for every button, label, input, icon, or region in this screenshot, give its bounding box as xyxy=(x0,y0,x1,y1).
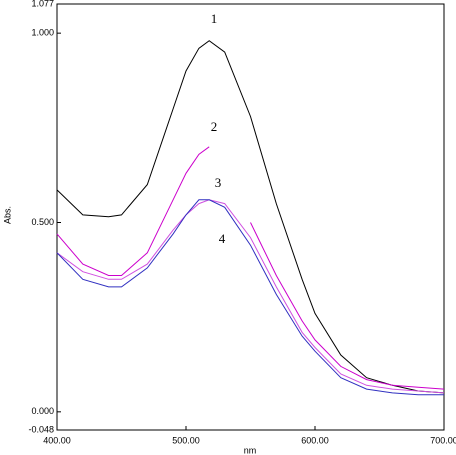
y-tick-label: -0.048 xyxy=(28,424,54,434)
y-tick-label: 0.000 xyxy=(31,406,54,416)
y-tick-label: 1.000 xyxy=(31,28,54,38)
series-line xyxy=(56,40,445,394)
x-tick-label: 600.00 xyxy=(301,435,329,445)
series-label: 2 xyxy=(211,119,218,134)
series-line xyxy=(56,199,445,394)
x-axis-label: nm xyxy=(244,445,257,455)
series-label: 3 xyxy=(215,175,222,190)
y-tick-label: 0.500 xyxy=(31,217,54,227)
x-tick-label: 400.00 xyxy=(43,435,71,445)
y-axis-label: Abs. xyxy=(2,206,12,224)
series-line xyxy=(56,199,444,396)
x-tick-label: 700.00 xyxy=(430,435,456,445)
y-tick-label: 1.077 xyxy=(31,0,54,8)
x-tick-label: 500.00 xyxy=(172,435,200,445)
plot-frame xyxy=(56,3,445,431)
series-label: 4 xyxy=(219,231,226,246)
series-line xyxy=(56,146,445,390)
series-label: 1 xyxy=(211,11,218,26)
